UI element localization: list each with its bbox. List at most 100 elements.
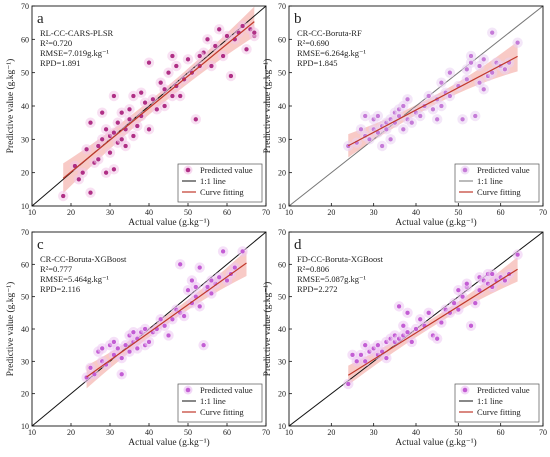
x-tick-label: 20	[327, 208, 335, 217]
legend-label: Predicted value	[200, 385, 253, 395]
data-point	[400, 126, 406, 132]
data-point	[251, 30, 257, 36]
data-point	[197, 53, 203, 59]
x-tick-label: 70	[262, 208, 270, 217]
y-tick-label: 30	[21, 135, 29, 144]
y-tick-label: 40	[278, 325, 286, 334]
data-point	[193, 284, 199, 290]
y-tick-label: 20	[21, 390, 29, 399]
data-point	[396, 303, 402, 309]
y-tick-label: 70	[278, 2, 286, 11]
data-point	[158, 316, 164, 322]
data-point	[115, 345, 121, 352]
panel-b: 10 20 30 40 50 60 70 10 20 30 40 50 60 70 Actual value…	[262, 2, 547, 228]
data-point	[189, 277, 195, 284]
x-tick-label: 20	[67, 208, 75, 217]
panel-label: b	[294, 11, 302, 27]
x-tick-label: 30	[106, 428, 114, 437]
x-axis-label: Actual value (g.kg⁻¹)	[128, 217, 209, 228]
y-tick-label: 60	[278, 260, 286, 269]
data-point	[99, 345, 105, 352]
model-stat: R²=0.777	[40, 264, 72, 274]
y-tick-label: 70	[21, 2, 29, 11]
x-tick-label: 60	[223, 428, 231, 437]
fit-line	[86, 262, 247, 378]
data-point	[87, 120, 94, 126]
x-tick-label: 10	[28, 208, 36, 217]
data-point	[404, 329, 411, 335]
data-point	[438, 319, 445, 326]
data-point	[204, 284, 211, 290]
plot-area	[289, 6, 543, 206]
data-point	[228, 73, 234, 79]
legend-marker-point	[185, 387, 191, 393]
x-tick-label: 30	[370, 208, 378, 217]
data-point	[197, 264, 203, 271]
data-point	[426, 93, 432, 99]
model-stat: RPD=2.116	[40, 284, 80, 294]
data-point	[417, 113, 423, 119]
data-point	[154, 106, 160, 112]
data-point	[193, 116, 199, 122]
data-point	[95, 156, 101, 162]
y-tick-label: 70	[278, 228, 286, 237]
plot-area	[32, 6, 266, 206]
data-point	[464, 281, 470, 287]
data-point	[409, 339, 415, 345]
y-tick-label: 50	[278, 293, 286, 302]
data-point	[240, 23, 246, 29]
data-point	[489, 271, 495, 277]
data-point	[388, 136, 394, 142]
model-stat: RPD=1.891	[40, 58, 80, 68]
data-point	[426, 310, 432, 316]
y-tick-label: 40	[21, 325, 29, 334]
panel-c: 10 20 30 40 50 60 70 10 20 30 40 50 60 70 Actual value…	[5, 228, 270, 448]
data-point	[99, 136, 105, 142]
x-tick-label: 70	[539, 208, 547, 217]
data-point	[169, 53, 176, 59]
data-point	[83, 146, 90, 152]
data-point	[459, 294, 466, 300]
data-point	[362, 342, 368, 348]
data-point	[455, 307, 461, 313]
y-tick-label: 20	[278, 169, 286, 178]
x-tick-label: 10	[285, 208, 293, 217]
x-tick-label: 70	[262, 428, 270, 437]
y-tick-label: 10	[278, 422, 286, 431]
y-tick-label: 30	[278, 135, 286, 144]
model-stat: RPD=2.272	[297, 284, 337, 294]
data-point	[383, 355, 389, 361]
model-stat: RMSE=5.464g.kg⁻¹	[40, 274, 109, 284]
legend-marker-point	[462, 387, 468, 393]
data-point	[502, 277, 508, 284]
x-tick-label: 10	[285, 428, 293, 437]
legend-label: Curve fitting	[477, 187, 521, 197]
data-point	[208, 290, 215, 297]
data-point	[438, 80, 445, 86]
legend-label: Predicted value	[477, 165, 530, 175]
x-axis-label: Actual value (g.kg⁻¹)	[395, 437, 476, 448]
plot-area	[32, 232, 266, 426]
data-point	[122, 143, 129, 149]
data-point	[455, 287, 461, 293]
data-point	[138, 90, 144, 96]
data-point	[162, 86, 168, 92]
data-point	[119, 136, 125, 142]
model-stat: R²=0.690	[297, 38, 329, 48]
data-point	[158, 80, 164, 86]
data-point	[181, 313, 187, 319]
y-axis-label: Predictive value (g.kg⁻¹)	[262, 282, 273, 377]
x-tick-label: 40	[412, 428, 420, 437]
data-point	[220, 53, 226, 59]
x-tick-label: 40	[412, 208, 420, 217]
data-point	[208, 63, 215, 69]
data-point	[95, 143, 101, 149]
data-point	[122, 342, 129, 348]
legend-label: 1:1 line	[200, 396, 226, 406]
model-name: CR-CC-Boruta-XGBoost	[40, 254, 127, 264]
data-point	[87, 365, 94, 371]
data-point	[142, 326, 148, 332]
y-tick-label: 40	[278, 102, 286, 111]
